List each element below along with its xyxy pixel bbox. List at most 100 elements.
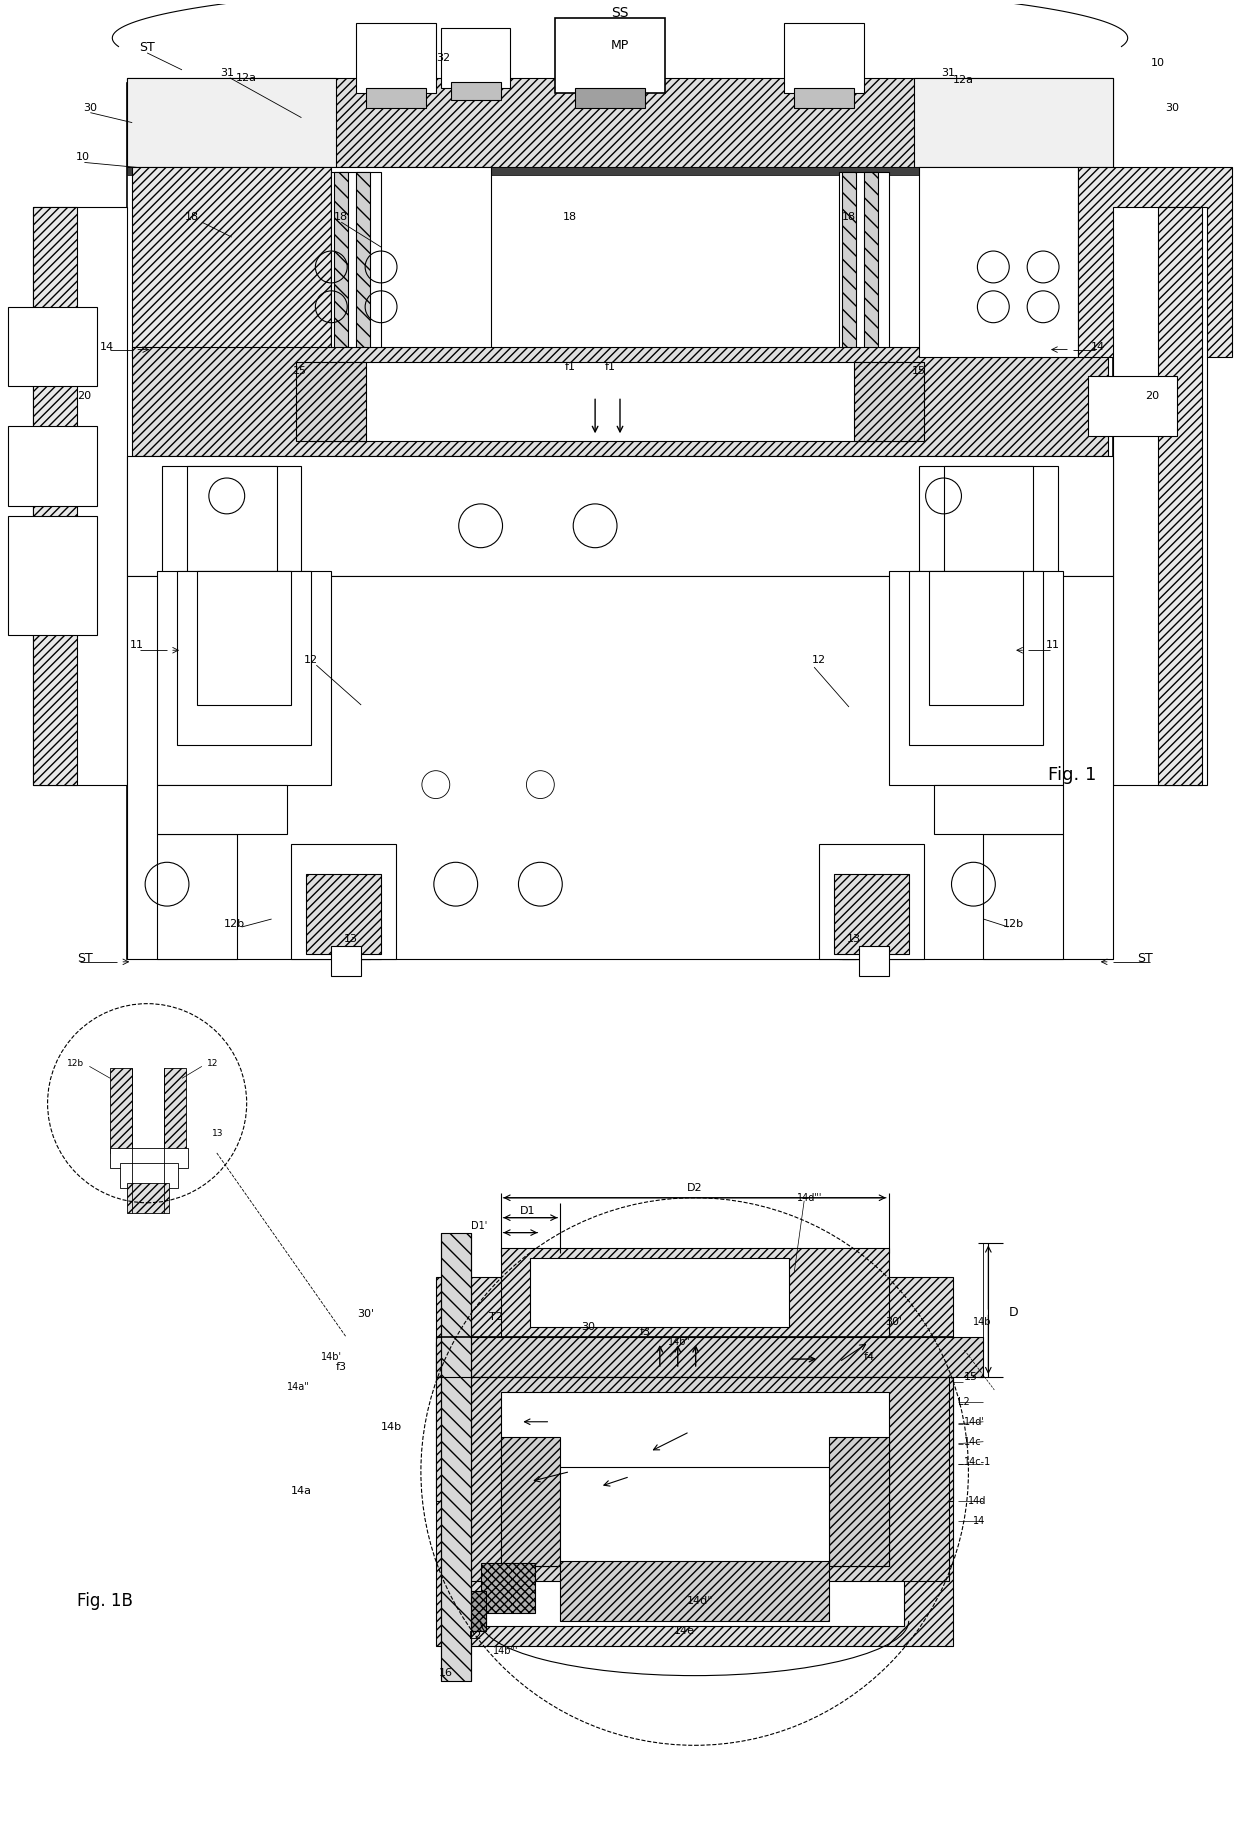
Text: 12: 12	[812, 655, 826, 666]
Bar	[864, 172, 878, 959]
Bar	[481, 1563, 536, 1612]
Text: f3: f3	[336, 1363, 347, 1372]
Text: f3: f3	[640, 1328, 651, 1337]
Text: 13: 13	[212, 1128, 223, 1137]
Text: 15: 15	[911, 367, 925, 376]
Text: ST: ST	[139, 42, 155, 55]
Bar	[197, 570, 291, 704]
Bar	[306, 875, 381, 954]
Text: 11: 11	[1047, 640, 1060, 651]
Bar	[435, 1337, 983, 1377]
Text: 14a: 14a	[291, 1486, 312, 1497]
Bar	[356, 172, 370, 959]
Bar	[128, 83, 1112, 959]
Bar	[177, 570, 311, 745]
Text: 14d": 14d"	[687, 1596, 713, 1607]
Text: 15: 15	[293, 367, 306, 376]
Text: Fig. 1B: Fig. 1B	[77, 1592, 134, 1610]
Text: D1: D1	[520, 1205, 536, 1216]
Text: 30: 30	[83, 103, 98, 112]
Bar	[560, 1467, 830, 1566]
Bar	[291, 844, 396, 959]
Text: 18: 18	[563, 213, 578, 222]
Bar	[187, 466, 277, 605]
Text: 30: 30	[582, 1322, 595, 1331]
Bar	[157, 570, 331, 785]
Bar	[7, 425, 98, 506]
Text: 12a: 12a	[954, 75, 973, 84]
Text: 14c-1: 14c-1	[963, 1456, 991, 1467]
Bar	[889, 570, 1063, 785]
Bar	[919, 167, 1078, 356]
Text: ST: ST	[1137, 952, 1153, 965]
Bar	[128, 77, 336, 167]
Bar	[120, 1163, 179, 1188]
Text: 14b': 14b'	[321, 1352, 342, 1363]
Bar	[331, 167, 491, 356]
Bar	[842, 172, 856, 959]
Bar	[1087, 376, 1178, 436]
Bar	[461, 1377, 949, 1581]
Bar	[157, 785, 286, 834]
Text: D: D	[1008, 1306, 1018, 1319]
Bar	[7, 515, 98, 635]
Bar	[435, 1342, 531, 1502]
Text: 14a": 14a"	[288, 1383, 310, 1392]
Text: 10: 10	[76, 152, 89, 163]
Text: 18: 18	[185, 213, 198, 222]
Bar	[854, 361, 924, 442]
Text: 14b: 14b	[973, 1317, 992, 1328]
Bar	[531, 1258, 789, 1328]
Text: 14: 14	[1091, 341, 1105, 352]
Bar	[501, 1247, 889, 1342]
Text: 12: 12	[304, 655, 319, 666]
Bar	[296, 361, 366, 442]
Text: 12b: 12b	[67, 1058, 84, 1067]
Bar	[440, 1232, 471, 1680]
Bar	[133, 167, 331, 356]
Text: ST: ST	[77, 952, 93, 965]
Bar	[944, 466, 1033, 605]
Bar	[128, 77, 1112, 167]
Text: D1': D1'	[470, 1221, 487, 1231]
Text: 12b: 12b	[1003, 919, 1024, 930]
Bar	[128, 576, 1112, 959]
Bar	[820, 844, 924, 959]
Text: 10: 10	[1151, 59, 1164, 68]
Text: 31: 31	[941, 68, 956, 77]
Bar	[830, 1436, 889, 1566]
Bar	[914, 77, 1112, 167]
Bar	[501, 1392, 889, 1566]
Bar	[7, 306, 98, 387]
Text: 18: 18	[842, 213, 856, 222]
Text: 18: 18	[335, 213, 348, 222]
Bar	[157, 834, 237, 959]
Bar	[356, 24, 435, 94]
Text: 14d: 14d	[968, 1497, 987, 1506]
Bar	[446, 1592, 486, 1630]
Bar	[32, 207, 128, 785]
Text: 12: 12	[207, 1058, 218, 1067]
Text: f1: f1	[605, 361, 615, 372]
Bar	[335, 172, 348, 959]
Bar	[486, 1337, 904, 1627]
Bar	[784, 24, 864, 94]
Text: 20: 20	[1146, 391, 1159, 402]
Text: f4: f4	[863, 1352, 874, 1363]
Text: 30: 30	[1166, 103, 1179, 112]
Bar	[110, 1148, 188, 1168]
Bar	[839, 172, 889, 959]
Bar	[128, 1183, 169, 1212]
Bar	[164, 1069, 186, 1154]
Text: 30': 30'	[885, 1317, 903, 1328]
Text: 12a: 12a	[236, 73, 257, 83]
Text: 15: 15	[963, 1372, 977, 1383]
Text: MP: MP	[611, 40, 629, 53]
Text: 11: 11	[130, 640, 144, 651]
Bar	[110, 1069, 133, 1154]
Text: 12b: 12b	[224, 919, 246, 930]
Text: Fig. 1: Fig. 1	[1048, 765, 1096, 783]
Bar	[835, 875, 909, 954]
Bar	[859, 946, 889, 976]
Bar	[1078, 167, 1233, 356]
